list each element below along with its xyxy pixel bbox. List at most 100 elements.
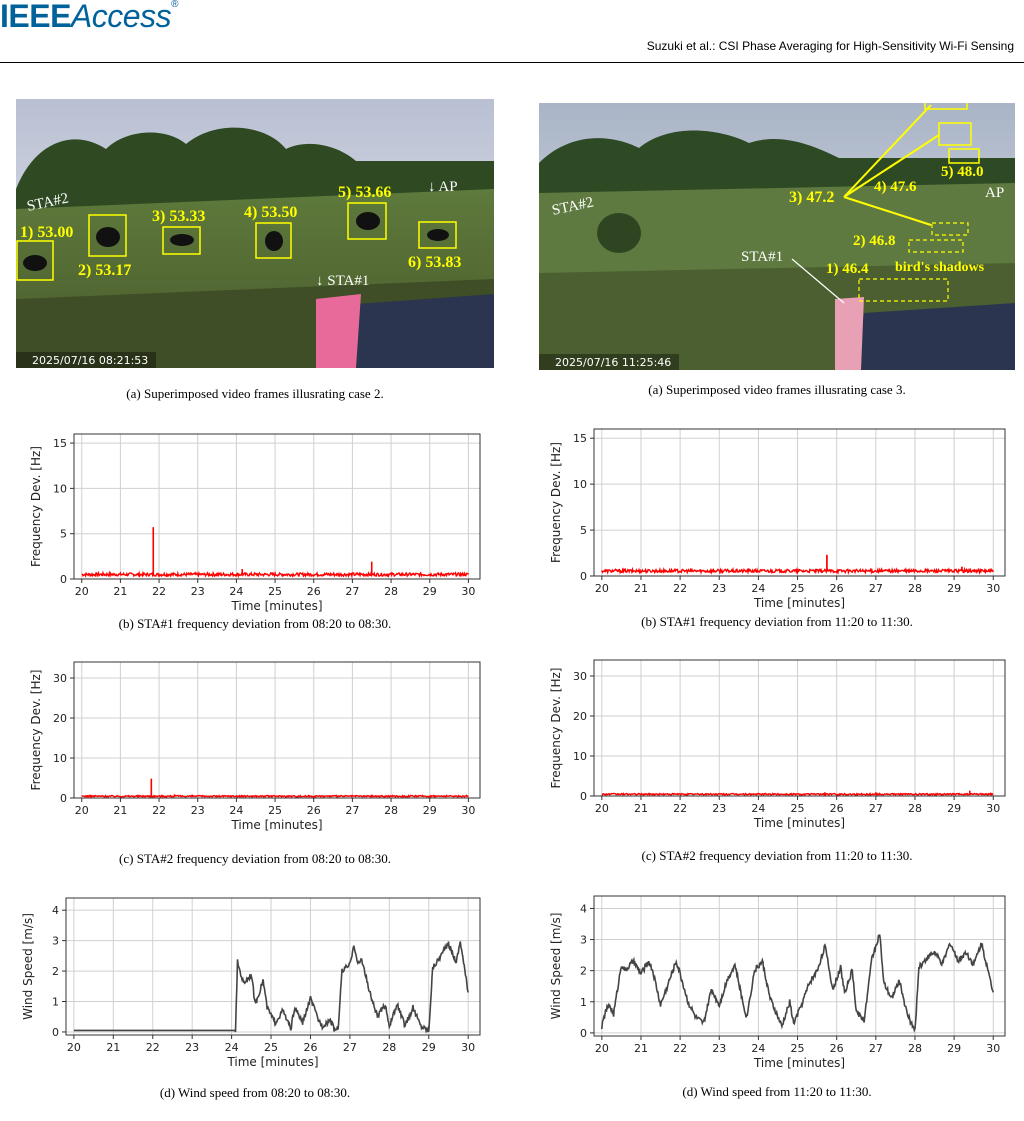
chart-case3-wind-speed: 20 21 22 23 24 25 26 27 28 29 30 0 1 2 3 4 Time [minutes… [539, 893, 1015, 1079]
logo-registered-mark: ® [171, 0, 178, 10]
x-tick-label: 28 [908, 582, 922, 595]
x-tick-label: 29 [422, 1041, 436, 1054]
x-tick-label: 23 [712, 802, 726, 815]
case3-sta1-label: STA#1 [741, 249, 783, 265]
x-axis-label: Time [minutes] [753, 816, 845, 830]
case2-label-1: 1) 53.00 [20, 224, 73, 241]
y-tick-label: 0 [580, 1027, 587, 1040]
x-tick-label: 26 [307, 585, 321, 598]
x-tick-label: 29 [947, 1042, 961, 1055]
x-tick-label: 26 [830, 802, 844, 815]
y-tick-label: 3 [52, 935, 59, 948]
x-tick-label: 30 [461, 1041, 475, 1054]
x-tick-label: 25 [791, 582, 805, 595]
x-tick-label: 21 [106, 1041, 120, 1054]
x-tick-label: 25 [264, 1041, 278, 1054]
x-tick-label: 23 [712, 1042, 726, 1055]
plot-frame [593, 428, 1006, 577]
y-tick-label: 10 [573, 750, 587, 763]
logo-ieee-text: IEEE [0, 0, 71, 34]
y-tick-label: 1 [580, 996, 587, 1009]
x-tick-label: 27 [869, 582, 883, 595]
ieee-access-logo: IEEEAccess® [0, 0, 178, 32]
x-tick-label: 22 [673, 1042, 687, 1055]
x-tick-label: 26 [830, 1042, 844, 1055]
chart-case3-sta1-frequency: 20 21 22 23 24 25 26 27 28 29 30 0 5 10 15 Time [minute… [539, 414, 1015, 610]
y-tick-label: 20 [573, 710, 587, 723]
case3-timestamp: 2025/07/16 11:25:46 [555, 356, 671, 369]
x-tick-label: 20 [75, 585, 89, 598]
case2-label-3: 3) 53.33 [152, 208, 205, 225]
x-tick-label: 21 [634, 1042, 648, 1055]
photo-case-3: 3) 47.2 4) 47.6 5) 48.0 2) 46.8 1) 46.4 … [539, 103, 1015, 370]
y-tick-label: 3 [580, 934, 587, 947]
chart-svg: 20 21 22 23 24 25 26 27 28 29 30 0 5 10 15 Time [minute… [549, 428, 1006, 610]
x-tick-label: 24 [751, 802, 765, 815]
y-tick-label: 15 [573, 432, 587, 445]
y-tick-label: 20 [53, 712, 67, 725]
case3-label-3: 3) 47.2 [789, 189, 834, 206]
case3-label-1: 1) 46.4 [826, 261, 869, 277]
y-axis-label: Wind Speed [m/s] [549, 913, 563, 1020]
x-tick-label: 23 [712, 582, 726, 595]
x-tick-label: 21 [634, 582, 648, 595]
caption-left-c: (c) STA#2 frequency deviation from 08:20… [119, 851, 391, 866]
x-tick-label: 24 [229, 804, 243, 817]
x-tick-label: 25 [268, 804, 282, 817]
x-tick-label: 27 [345, 585, 359, 598]
plot-frame [593, 895, 1006, 1037]
chart-case2-sta1-frequency: 20 21 22 23 24 25 26 27 28 29 30 0 5 10 15 Time [minute… [16, 418, 494, 613]
x-tick-label: 20 [595, 802, 609, 815]
case3-ap-label: AP [985, 185, 1004, 201]
x-tick-label: 27 [343, 1041, 357, 1054]
case2-sta1-label: ↓ STA#1 [316, 273, 369, 289]
x-axis-label: Time [minutes] [226, 1055, 318, 1069]
y-axis-label: Frequency Dev. [Hz] [549, 442, 563, 563]
x-tick-label: 21 [113, 585, 127, 598]
x-axis-label: Time [minutes] [753, 1056, 845, 1070]
y-tick-label: 4 [52, 904, 59, 917]
y-tick-label: 1 [52, 996, 59, 1009]
case2-ap-label: ↓ AP [428, 179, 458, 195]
case3-shadow-label: bird's shadows [895, 260, 985, 275]
x-tick-label: 22 [152, 804, 166, 817]
chart-case3-sta2-frequency: 20 21 22 23 24 25 26 27 28 29 30 0 10 20 30 Time [minut… [539, 655, 1015, 841]
x-axis-label: Time [minutes] [230, 818, 322, 832]
x-tick-label: 25 [791, 802, 805, 815]
x-tick-label: 28 [382, 1041, 396, 1054]
y-tick-label: 2 [52, 965, 59, 978]
case2-label-4: 4) 53.50 [244, 204, 297, 221]
x-tick-label: 27 [869, 802, 883, 815]
chart-svg: 20 21 22 23 24 25 26 27 28 29 30 0 10 20 30 Time [minut… [29, 661, 481, 832]
x-tick-label: 21 [634, 802, 648, 815]
x-tick-label: 22 [673, 582, 687, 595]
series-line [73, 941, 469, 1034]
x-tick-label: 22 [673, 802, 687, 815]
y-tick-label: 10 [573, 478, 587, 491]
x-tick-label: 30 [986, 1042, 1000, 1055]
logo-access-text: Access [70, 0, 172, 34]
x-tick-label: 29 [423, 585, 437, 598]
y-tick-label: 4 [580, 902, 587, 915]
chart-svg: 20 21 22 23 24 25 26 27 28 29 30 0 10 20 30 Time [minut… [549, 659, 1006, 830]
y-tick-label: 0 [60, 792, 67, 805]
y-tick-label: 15 [53, 437, 67, 450]
x-tick-label: 23 [185, 1041, 199, 1054]
plot-frame [593, 659, 1006, 797]
case2-label-6: 6) 53.83 [408, 254, 461, 271]
x-tick-label: 27 [345, 804, 359, 817]
x-tick-label: 20 [595, 582, 609, 595]
x-tick-label: 28 [908, 1042, 922, 1055]
y-tick-label: 10 [53, 482, 67, 495]
x-tick-label: 30 [986, 582, 1000, 595]
photo-case-2: 1) 53.00 2) 53.17 3) 53.33 4) 53.50 5) 5… [16, 99, 494, 368]
caption-right-d: (d) Wind speed from 11:20 to 11:30. [682, 1084, 872, 1099]
case2-label-5: 5) 53.66 [338, 184, 391, 201]
caption-right-a: (a) Superimposed video frames illusratin… [648, 382, 906, 397]
caption-left-d: (d) Wind speed from 08:20 to 08:30. [159, 1085, 351, 1100]
y-tick-label: 2 [580, 965, 587, 978]
series-line [601, 934, 995, 1033]
x-tick-label: 28 [384, 804, 398, 817]
case3-label-4: 4) 47.6 [874, 179, 917, 195]
